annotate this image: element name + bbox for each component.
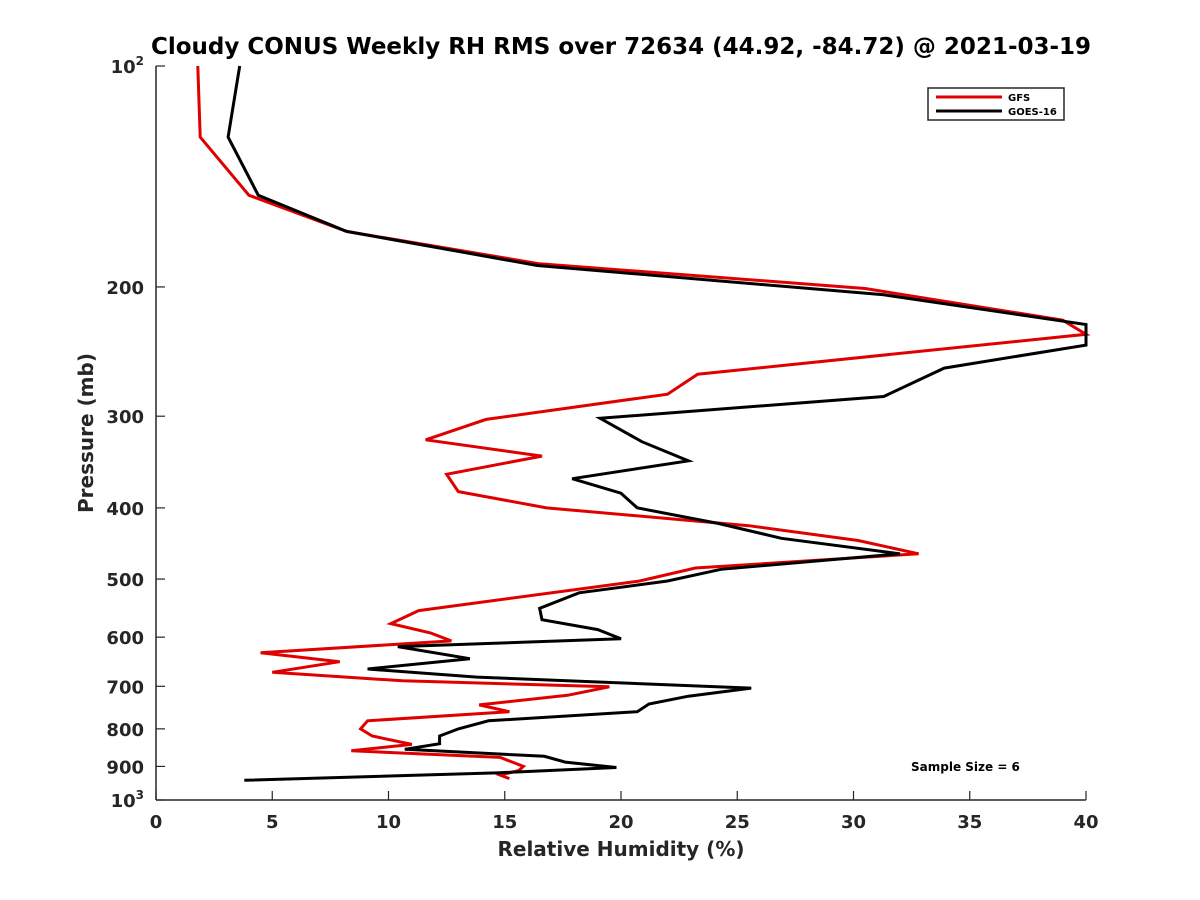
x-tick-label: 35: [957, 812, 982, 833]
legend-box: [927, 87, 1065, 121]
y-tick-label: 200: [106, 278, 144, 299]
legend-label-goes-16: GOES-16: [1008, 107, 1057, 118]
x-tick-label: 0: [150, 812, 163, 833]
sample-size-annotation: Sample Size = 6: [911, 760, 1020, 774]
y-tick-label: 500: [106, 570, 144, 591]
y-tick-label: 800: [106, 720, 144, 741]
chart-title: Cloudy CONUS Weekly RH RMS over 72634 (4…: [151, 34, 1091, 60]
y-tick-label: 700: [106, 677, 144, 698]
y-tick-label: 103: [111, 788, 144, 812]
x-tick-label: 5: [266, 812, 279, 833]
x-tick-label: 15: [492, 812, 517, 833]
y-tick-label: 900: [106, 757, 144, 778]
x-axis-label: Relative Humidity (%): [497, 837, 744, 861]
plot-area: 0 5 10 15 20 25 30 35 40 102 200 300 400 500 600 700 80…: [106, 54, 1098, 833]
x-tick-label: 30: [841, 812, 866, 833]
x-tick-label: 10: [376, 812, 401, 833]
x-tick-label: 20: [608, 812, 633, 833]
series-lines: [196, 65, 1091, 782]
y-axis-ticks: 102 200 300 400 500 600 700 800 900 103: [106, 54, 165, 812]
y-tick-label: 102: [111, 54, 144, 78]
x-axis-ticks: 0 5 10 15 20 25 30 35 40: [150, 791, 1099, 833]
y-tick-label: 600: [106, 628, 144, 649]
y-tick-label: 300: [106, 407, 144, 428]
y-axis-label: Pressure (mb): [74, 353, 98, 513]
series-line-goes-16: [226, 65, 1088, 782]
y-tick-label: 400: [106, 499, 144, 520]
x-tick-label: 25: [725, 812, 750, 833]
legend-label-gfs: GFS: [1008, 93, 1030, 104]
x-tick-label: 40: [1073, 812, 1098, 833]
legend: GFS GOES-16: [927, 87, 1065, 121]
